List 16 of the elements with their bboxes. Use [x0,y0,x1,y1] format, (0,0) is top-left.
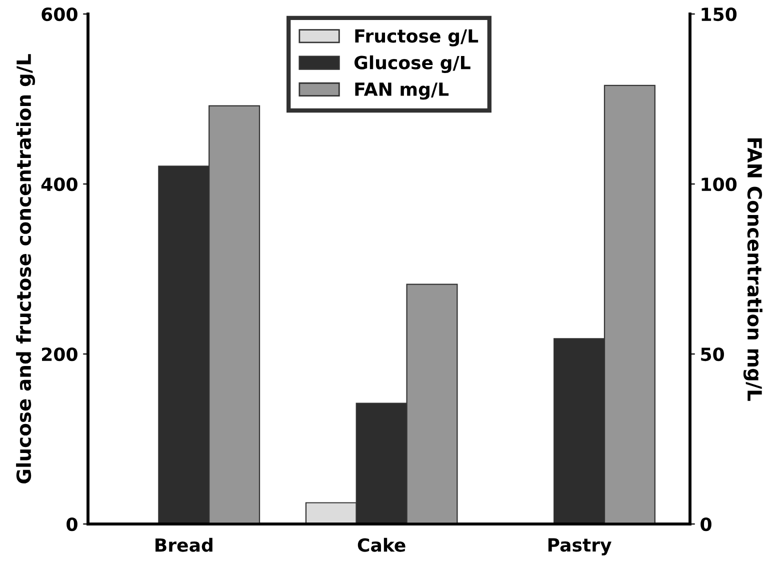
y2-tick-label: 150 [702,7,737,22]
legend-label: Glucose g/L [354,55,470,74]
y2-tick-label: 0 [700,517,712,532]
y-tick-label: 600 [42,7,78,22]
x-tick-label: Bread [156,538,212,552]
y2-tick-label: 50 [701,347,724,362]
x-tick-label: Pastry [548,538,612,556]
y2-axis-title: FAN Concentration mg/L [743,138,762,401]
y-tick-label: 400 [41,177,78,192]
y-tick-label: 0 [66,517,78,532]
legend-label: Fructose g/L [355,29,478,46]
y2-tick-label: 100 [702,177,737,192]
y-tick-label: 200 [42,347,78,362]
legend-label: FAN mg/L [355,82,449,100]
x-tick-label: Cake [358,538,406,552]
y-axis-title: Glucose and fructose concentration g/L [16,54,36,484]
